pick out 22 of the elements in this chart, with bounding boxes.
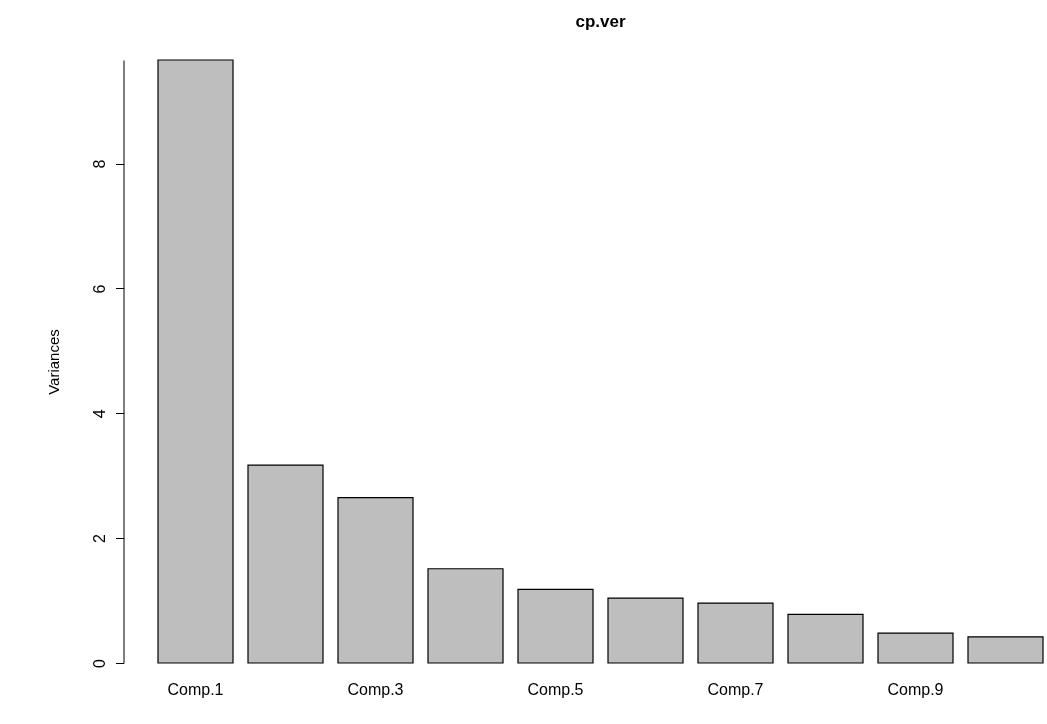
y-tick-label: 2 bbox=[91, 534, 108, 544]
y-tick-label: 6 bbox=[91, 284, 108, 294]
x-tick-label: Comp.9 bbox=[887, 680, 944, 698]
bar bbox=[247, 464, 324, 664]
y-tick-label: 8 bbox=[91, 159, 108, 169]
bar bbox=[877, 632, 954, 664]
bar bbox=[517, 588, 594, 664]
x-tick-label: Comp.1 bbox=[167, 680, 224, 698]
bar bbox=[337, 496, 414, 664]
x-tick-label: Comp.3 bbox=[347, 680, 404, 698]
x-tick-label: Comp.5 bbox=[527, 680, 584, 698]
bar bbox=[967, 636, 1044, 664]
bar bbox=[697, 602, 774, 664]
y-tick-label: 4 bbox=[91, 409, 108, 419]
bar bbox=[157, 59, 234, 664]
y-axis-title: Variances bbox=[45, 329, 62, 395]
chart-title: cp.ver bbox=[575, 12, 626, 32]
bar bbox=[787, 613, 864, 664]
x-tick-label: Comp.7 bbox=[707, 680, 764, 698]
bar bbox=[427, 568, 504, 664]
y-tick-label: 0 bbox=[91, 658, 108, 668]
bar bbox=[607, 597, 684, 664]
